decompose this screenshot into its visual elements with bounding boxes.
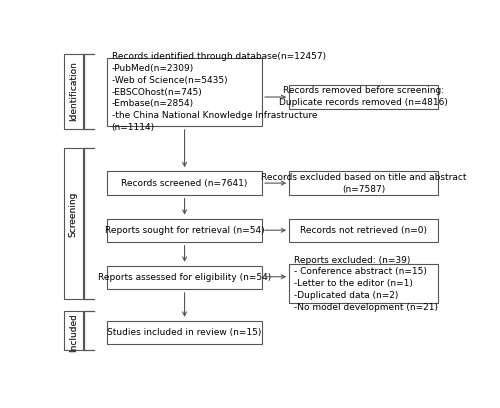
Bar [107,171,262,195]
Text: Identification: Identification [69,62,78,121]
Bar [107,266,262,289]
Text: Records removed before screening:
Duplicate records removed (n=4816): Records removed before screening: Duplic… [280,86,448,107]
Bar [107,321,262,344]
Text: Reports excluded: (n=39)
- Conference abstract (n=15)
-Letter to the editor (n=1: Reports excluded: (n=39) - Conference ab… [294,256,438,312]
Bar [64,311,82,350]
Text: Records identified through database(n=12457)
-PubMed(n=2309)
-Web of Science(n=5: Records identified through database(n=12… [112,52,326,132]
Bar [289,264,438,304]
Text: Included: Included [69,313,78,352]
Bar [289,171,438,195]
Bar [107,58,262,126]
Bar [64,54,82,129]
Text: Records excluded based on title and abstract
(n=7587): Records excluded based on title and abst… [261,173,466,194]
Bar [107,219,262,242]
Bar [289,85,438,109]
Text: Screening: Screening [69,191,78,237]
Text: Studies included in review (n=15): Studies included in review (n=15) [108,328,262,337]
Text: Records screened (n=7641): Records screened (n=7641) [122,179,248,188]
Text: Reports assessed for eligibility (n=54): Reports assessed for eligibility (n=54) [98,273,271,282]
Text: Included: Included [69,313,78,352]
Text: Reports sought for retrieval (n=54): Reports sought for retrieval (n=54) [105,226,264,235]
Text: Screening: Screening [69,191,78,237]
Text: Records not retrieved (n=0): Records not retrieved (n=0) [300,226,428,235]
Text: Identification: Identification [69,62,78,121]
Bar [64,148,82,299]
Bar [289,219,438,242]
